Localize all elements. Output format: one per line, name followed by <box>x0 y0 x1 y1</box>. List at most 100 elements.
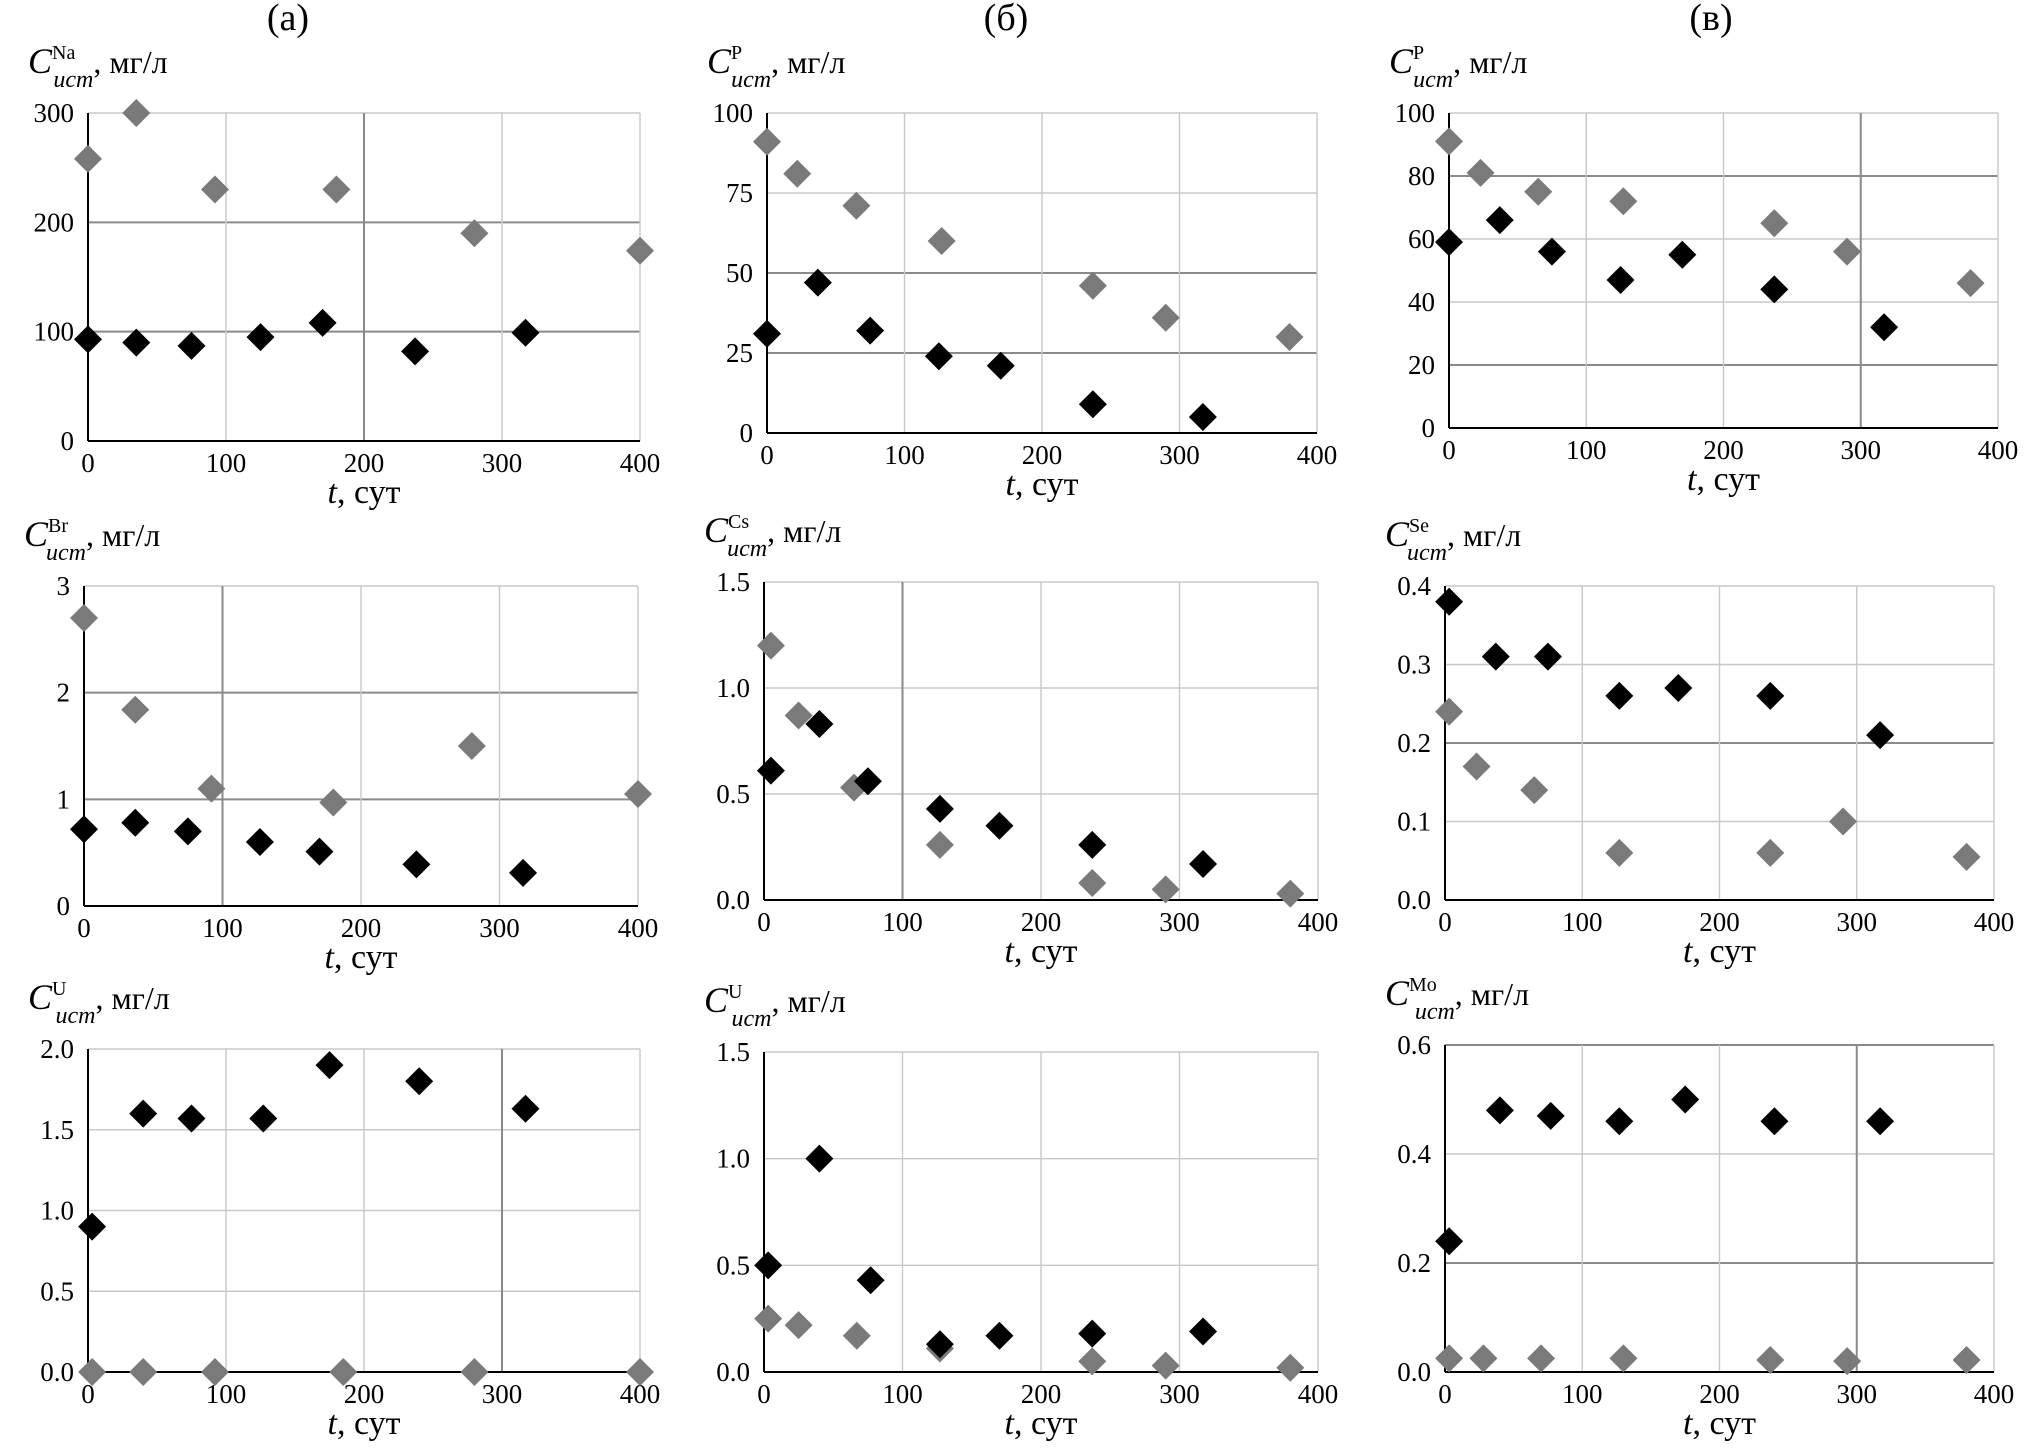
y-tick-label: 2 <box>57 678 71 708</box>
y-tick-label: 0.1 <box>1397 807 1431 837</box>
y-tick-label: 0.4 <box>1397 571 1431 601</box>
point-black <box>511 318 540 347</box>
point-gray <box>1466 158 1495 187</box>
point-black <box>1435 1227 1464 1256</box>
point-gray <box>129 1358 158 1386</box>
point-gray <box>329 1358 358 1386</box>
x-tick-label: 100 <box>1566 435 1607 465</box>
x-tick-label: 200 <box>1699 1379 1740 1409</box>
point-gray <box>460 219 489 248</box>
point-black <box>1188 403 1217 431</box>
point-gray <box>1952 1346 1981 1375</box>
x-tick-label: 400 <box>1297 440 1338 470</box>
x-tick-label: 100 <box>202 913 243 943</box>
point-black <box>856 1266 885 1295</box>
y-tick-label: 0.0 <box>40 1357 74 1387</box>
point-gray <box>1760 209 1789 238</box>
y-tick-label: 50 <box>726 258 753 288</box>
y-tick-label: 200 <box>34 207 75 237</box>
point-black <box>1605 681 1634 710</box>
x-tick-label: 0 <box>81 1379 95 1409</box>
y-axis-label: CNa ucm, мг/л <box>28 41 168 93</box>
point-gray <box>457 732 486 760</box>
point-black <box>173 817 202 846</box>
point-black <box>1435 587 1464 616</box>
point-gray <box>784 1311 813 1340</box>
point-gray <box>1151 875 1180 904</box>
point-black <box>1189 1317 1218 1346</box>
x-axis-label: t, сут <box>325 939 398 976</box>
point-black <box>985 1321 1014 1350</box>
point-gray <box>1609 187 1638 216</box>
y-axis-label: CP ucm, мг/л <box>707 41 845 93</box>
point-gray <box>626 236 654 265</box>
point-black <box>245 828 274 856</box>
y-tick-label: 0 <box>740 418 754 448</box>
point-black <box>753 319 781 348</box>
x-axis-label: t, сут <box>1683 933 1756 970</box>
point-black <box>805 710 834 739</box>
point-black <box>401 337 430 366</box>
x-tick-label: 100 <box>206 448 247 478</box>
point-black <box>1870 313 1899 342</box>
point-black <box>511 1094 540 1123</box>
y-tick-label: 0.2 <box>1397 728 1431 758</box>
x-axis-label: t, сут <box>1683 1405 1756 1442</box>
x-tick-label: 100 <box>1562 907 1603 937</box>
x-tick-label: 0 <box>81 448 95 478</box>
chart-panel-c1: 0 100 200 300 400 0 20 40 60 80 100 CP ucm, мг/л t, с… <box>1389 41 2018 498</box>
x-tick-label: 0 <box>77 913 91 943</box>
y-tick-label: 0 <box>57 891 71 921</box>
x-tick-label: 300 <box>1841 435 1882 465</box>
point-gray <box>1435 127 1463 156</box>
point-black <box>985 811 1014 840</box>
x-tick-label: 300 <box>1159 907 1200 937</box>
y-tick-label: 20 <box>1408 350 1435 380</box>
point-black <box>1671 1085 1700 1114</box>
x-tick-label: 400 <box>620 448 661 478</box>
point-black <box>1481 642 1510 671</box>
x-tick-label: 400 <box>1978 435 2019 465</box>
point-gray <box>1956 269 1985 298</box>
x-tick-label: 200 <box>1022 440 1063 470</box>
y-tick-label: 100 <box>1395 98 1436 128</box>
column-label-c: (в) <box>1689 0 1733 39</box>
x-tick-label: 100 <box>882 907 923 937</box>
point-black <box>121 808 150 837</box>
x-tick-label: 300 <box>482 448 523 478</box>
point-gray <box>1756 838 1785 867</box>
y-tick-label: 100 <box>34 317 75 347</box>
y-tick-label: 100 <box>713 98 754 128</box>
point-gray <box>1276 1353 1305 1382</box>
point-gray <box>1469 1344 1498 1373</box>
point-black <box>78 1212 107 1241</box>
point-black <box>1606 265 1635 294</box>
y-tick-label: 0.5 <box>716 779 750 809</box>
y-tick-label: 0 <box>61 426 75 456</box>
y-tick-label: 3 <box>57 571 71 601</box>
point-black <box>249 1104 278 1133</box>
y-axis-label: CCs ucm, мг/л <box>704 510 841 562</box>
x-tick-label: 200 <box>1021 1379 1062 1409</box>
point-gray <box>756 631 785 660</box>
point-gray <box>626 1358 654 1386</box>
x-tick-label: 0 <box>757 907 771 937</box>
point-black <box>1078 390 1107 419</box>
point-black <box>1760 275 1789 304</box>
y-tick-label: 0.3 <box>1397 650 1431 680</box>
x-tick-label: 0 <box>760 440 774 470</box>
point-gray <box>1952 842 1981 871</box>
y-tick-label: 0.5 <box>716 1250 750 1280</box>
point-gray <box>460 1358 489 1386</box>
point-black <box>1485 1096 1514 1125</box>
y-tick-label: 1.5 <box>40 1115 74 1145</box>
point-black <box>1189 849 1218 878</box>
point-black <box>805 1144 834 1173</box>
x-tick-label: 200 <box>344 448 385 478</box>
point-gray <box>121 695 150 724</box>
y-tick-label: 2.0 <box>40 1034 74 1064</box>
point-gray <box>1527 1344 1556 1373</box>
y-tick-label: 25 <box>726 338 753 368</box>
y-tick-label: 1.0 <box>716 673 750 703</box>
